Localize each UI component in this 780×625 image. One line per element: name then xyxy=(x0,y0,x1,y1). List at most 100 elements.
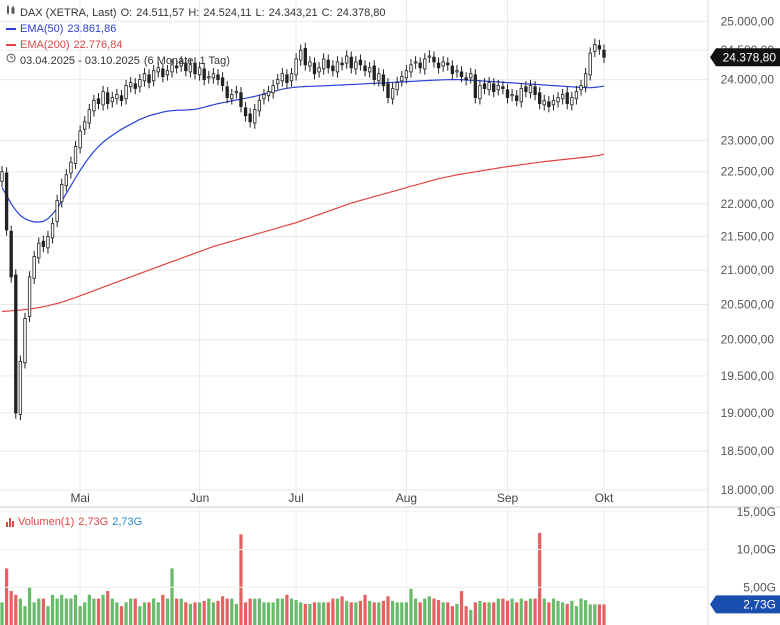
candle xyxy=(372,65,376,81)
volume-bar xyxy=(354,602,358,625)
volume-value-1: 2,73G xyxy=(78,516,109,528)
volume-bar xyxy=(18,598,22,625)
volume-bar xyxy=(478,600,482,625)
volume-bar xyxy=(308,603,312,625)
candle xyxy=(124,85,128,100)
candle xyxy=(418,62,422,69)
low-value: 24.343,21 xyxy=(268,7,318,19)
volume-bar xyxy=(161,594,165,625)
volume-bar xyxy=(262,602,266,625)
volume-bar xyxy=(289,598,294,625)
volume-bar xyxy=(133,598,137,625)
volume-bar xyxy=(299,602,303,625)
candle xyxy=(331,65,335,72)
candle xyxy=(455,70,459,73)
candle xyxy=(133,83,137,89)
volume-bar xyxy=(276,598,280,625)
volume-bar xyxy=(528,598,533,625)
volume-bar xyxy=(239,534,243,625)
volume-bar xyxy=(570,600,574,625)
x-tick-label: Okt xyxy=(595,491,614,505)
volume-bar xyxy=(464,606,468,625)
candle xyxy=(96,98,101,104)
candle xyxy=(515,95,519,101)
volume-bar xyxy=(147,602,151,625)
candle xyxy=(446,62,450,66)
volume-bar xyxy=(106,591,110,625)
x-tick-label: Sep xyxy=(497,491,519,505)
candle xyxy=(459,71,464,78)
volume-bar xyxy=(363,594,367,625)
y-tick-label: 22.500,00 xyxy=(721,165,775,179)
volume-bar xyxy=(436,600,441,625)
candle xyxy=(427,55,432,58)
volume-bar xyxy=(400,602,404,625)
volume-bar xyxy=(129,598,133,625)
volume-bar xyxy=(303,603,307,625)
candle xyxy=(441,61,445,67)
volume-bar xyxy=(556,600,560,625)
clock-icon xyxy=(6,53,16,69)
candle xyxy=(574,91,579,100)
volume-legend: Volumen(1) 2,73G 2,73G xyxy=(6,516,142,528)
volume-bar xyxy=(349,602,353,625)
y-tick-label: 23.000,00 xyxy=(721,133,775,147)
volume-bar xyxy=(326,602,330,625)
candle xyxy=(312,62,317,75)
volume-bar xyxy=(381,600,386,625)
candle xyxy=(308,61,312,67)
last-volume-tag xyxy=(710,595,780,614)
y-tick-label: 22.000,00 xyxy=(721,197,775,211)
volume-bar xyxy=(561,602,565,625)
candle xyxy=(46,236,50,249)
candle xyxy=(60,184,64,203)
y-tick-label: 19.500,00 xyxy=(721,369,775,383)
close-label: C: xyxy=(321,7,333,19)
candle xyxy=(106,92,110,104)
open-value: 24.511,57 xyxy=(136,7,185,19)
x-tick-label: Aug xyxy=(396,491,417,505)
volume-bar xyxy=(115,602,119,625)
ema50-value: 23.861,86 xyxy=(67,23,117,35)
last-price-label: 24.378,80 xyxy=(723,50,777,64)
candle xyxy=(547,101,551,108)
candle xyxy=(188,64,193,73)
volume-bar xyxy=(60,594,64,625)
candle xyxy=(556,97,560,103)
volume-bar xyxy=(492,602,496,625)
volume-bar xyxy=(409,588,413,625)
volume-bar xyxy=(386,596,390,625)
candle xyxy=(119,95,124,101)
candle xyxy=(165,70,170,76)
x-tick-label: Jun xyxy=(190,491,209,505)
candle xyxy=(478,85,482,100)
volume-bar xyxy=(588,604,592,625)
candle xyxy=(161,68,165,78)
volume-bar xyxy=(455,603,459,625)
candle xyxy=(363,65,367,72)
candle xyxy=(519,88,523,103)
candle xyxy=(129,82,133,88)
candle xyxy=(216,74,220,81)
volume-bar xyxy=(404,602,409,625)
volume-bar xyxy=(335,598,340,625)
volume-bar xyxy=(418,602,422,625)
candle xyxy=(0,171,4,182)
high-value: 24.524,11 xyxy=(203,7,252,19)
volume-bar xyxy=(358,600,363,625)
candle xyxy=(377,73,381,82)
volume-bar xyxy=(574,606,579,625)
candle xyxy=(78,130,82,149)
y-tick-label: 18.000,00 xyxy=(721,483,775,497)
volume-bar xyxy=(92,598,96,625)
volume-bar xyxy=(473,602,477,625)
candle xyxy=(285,74,289,83)
candle xyxy=(538,92,542,104)
volume-bar xyxy=(225,598,229,625)
low-label: L: xyxy=(255,7,265,19)
candle xyxy=(469,73,473,79)
candle xyxy=(41,240,46,247)
volume-bar xyxy=(469,609,473,625)
candles-icon xyxy=(6,5,16,21)
